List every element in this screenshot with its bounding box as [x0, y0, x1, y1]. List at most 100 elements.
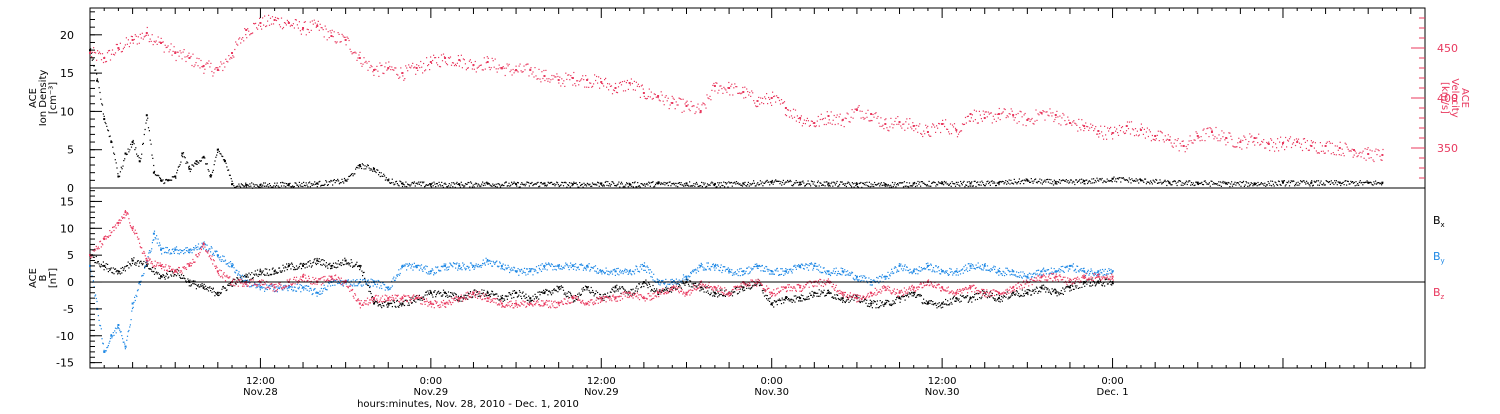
density-series-sample: [1002, 181, 1004, 183]
b-bx-series-sample: [415, 295, 418, 297]
density-series-sample: [1159, 179, 1161, 181]
density-series-sample: [1296, 184, 1298, 186]
density-series-sample: [674, 182, 676, 184]
density-series-sample: [268, 186, 270, 188]
b-by-series-sample: [278, 287, 281, 290]
velocity-series-sample: [335, 42, 337, 44]
b-bx-series-sample: [898, 296, 900, 298]
density-series-sample: [240, 186, 242, 188]
b-bx-series-sample: [787, 299, 789, 301]
b-by-series-sample: [224, 260, 226, 262]
velocity-series-sample: [596, 75, 598, 78]
b-bx-series-sample: [630, 288, 632, 291]
b-bx-series-sample: [611, 288, 613, 290]
b-by-series-sample: [234, 272, 237, 274]
density-series-sample: [897, 184, 899, 186]
b-by-series-sample: [199, 247, 201, 249]
b-bx-series-sample: [853, 299, 855, 301]
b-by-series-point: [1026, 275, 1029, 278]
velocity-series-sample: [1368, 157, 1370, 159]
density-series-sample: [325, 180, 327, 182]
b-by-series-sample: [304, 285, 306, 287]
b-bx-series-sample: [460, 296, 462, 298]
b-bx-series-sample: [722, 295, 724, 297]
velocity-series-sample: [302, 29, 304, 31]
b-bx-series-sample: [410, 297, 412, 299]
density-series-sample: [815, 185, 817, 187]
density-series-sample: [1075, 179, 1078, 181]
b-bx-series-sample: [750, 287, 752, 289]
b-bx-series-sample: [511, 297, 513, 299]
b-bx-series-sample: [1036, 287, 1038, 289]
density-series-sample: [1046, 179, 1048, 181]
velocity-series-sample: [490, 67, 492, 69]
b-bx-series-point: [202, 286, 205, 289]
density-series-sample: [108, 135, 110, 138]
density-series-sample: [487, 183, 490, 185]
density-series-sample: [1377, 182, 1379, 184]
b-bx-series-sample: [190, 284, 192, 286]
b-bx-series-sample: [1011, 294, 1013, 296]
velocity-series-sample: [810, 120, 812, 122]
density-series-sample: [945, 181, 947, 183]
density-series-sample: [701, 181, 703, 183]
velocity-series-point: [231, 52, 234, 54]
velocity-series-sample: [1282, 144, 1284, 146]
density-series-sample: [1036, 182, 1038, 184]
density-series-sample: [625, 184, 627, 186]
b-bx-series-sample: [187, 278, 189, 280]
velocity-series-sample: [577, 80, 579, 82]
density-series-point: [181, 152, 184, 155]
b-bx-series-sample: [1089, 282, 1091, 284]
b-bx-series-sample: [516, 292, 518, 294]
b-bx-series-sample: [627, 294, 629, 296]
b-bx-series-sample: [409, 299, 411, 301]
b-bx-series-sample: [531, 299, 533, 302]
b-by-series-sample: [156, 235, 158, 237]
density-series-sample: [739, 183, 741, 185]
density-series-sample: [637, 185, 640, 187]
b-bx-series-sample: [284, 266, 286, 268]
density-series-sample: [1209, 185, 1211, 187]
b-by-series-sample: [102, 343, 104, 345]
density-series-sample: [284, 182, 286, 184]
velocity-series-sample: [950, 133, 953, 135]
b-bx-series-sample: [925, 302, 927, 305]
velocity-series-sample: [994, 113, 996, 115]
velocity-series-point: [1225, 137, 1228, 139]
b-bx-series-sample: [389, 302, 391, 304]
velocity-series-sample: [1038, 114, 1040, 116]
velocity-series-point: [1210, 131, 1213, 133]
density-series-sample: [1112, 177, 1114, 180]
b-by-series-sample: [139, 284, 141, 286]
b-bx-series-sample: [817, 292, 819, 294]
density-series-sample: [407, 183, 409, 185]
density-series-sample: [1347, 180, 1349, 183]
density-series-sample: [104, 121, 106, 123]
velocity-series-sample: [98, 51, 101, 53]
velocity-series-sample: [1154, 139, 1156, 141]
b-by-series-sample: [193, 249, 195, 251]
b-bx-series-sample: [802, 295, 804, 297]
b-bx-series-sample: [1035, 286, 1038, 288]
velocity-series-sample: [100, 59, 103, 61]
b-bx-series-sample: [122, 266, 124, 269]
b-bx-series-sample: [259, 274, 261, 276]
velocity-series-sample: [164, 44, 166, 46]
b-bx-series-sample: [464, 294, 467, 296]
b-bx-series-sample: [772, 302, 774, 304]
b-bx-series-sample: [261, 271, 263, 273]
b-bx-series-sample: [469, 291, 472, 293]
b-bx-series-sample: [378, 304, 380, 306]
density-series-sample: [507, 185, 509, 187]
velocity-series-sample: [1283, 141, 1285, 143]
b-bx-series-sample: [145, 262, 147, 264]
velocity-series-sample: [282, 26, 285, 29]
velocity-series-sample: [176, 51, 178, 53]
density-series-sample: [954, 185, 957, 187]
velocity-series-sample: [496, 71, 498, 73]
velocity-series-sample: [1046, 111, 1048, 113]
density-series-sample: [619, 186, 621, 188]
velocity-series-sample: [429, 69, 431, 71]
density-series-sample: [620, 181, 623, 183]
